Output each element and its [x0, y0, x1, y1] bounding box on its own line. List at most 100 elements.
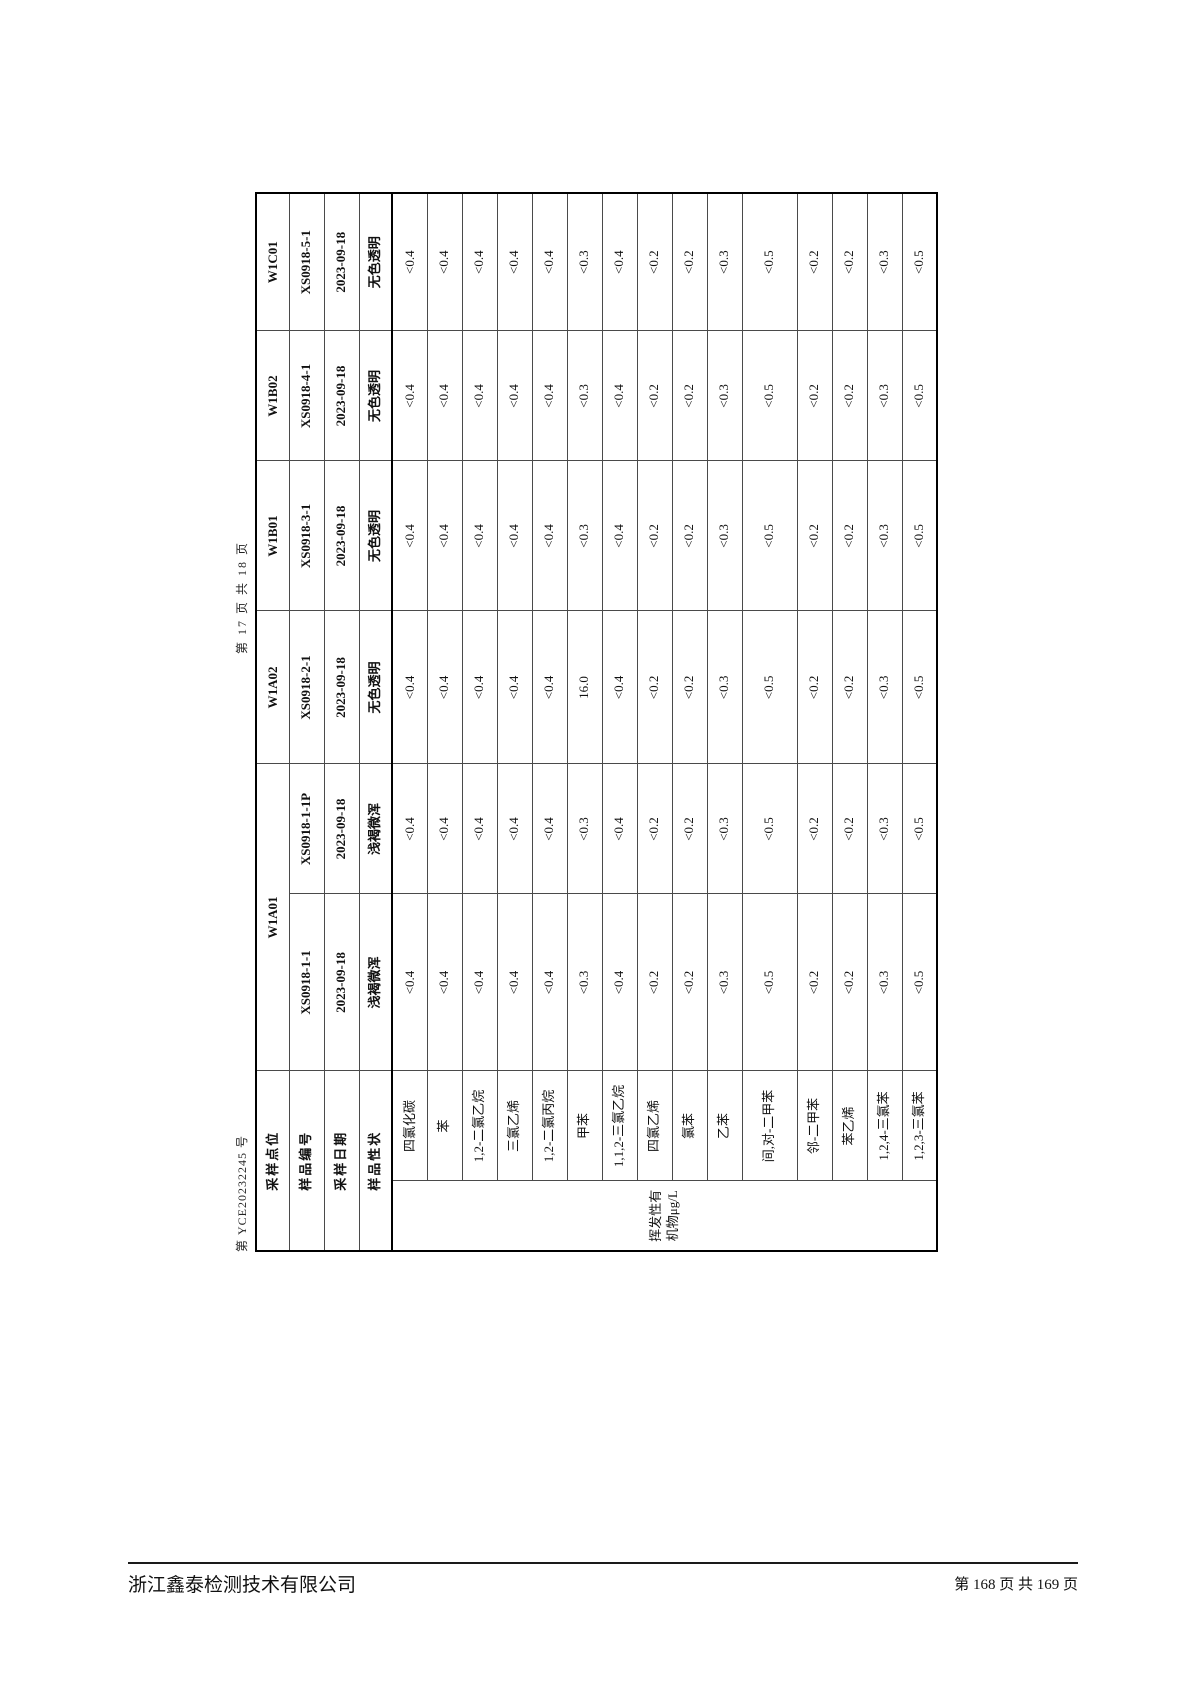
- analyte-value: <0.2: [637, 763, 672, 894]
- analyte-value: <0.4: [497, 610, 532, 764]
- analyte-value: <0.4: [392, 330, 427, 461]
- header-value: XS0918-5-1: [289, 192, 324, 331]
- header-value: W1A02: [256, 610, 289, 764]
- analyte-name: 1,2,3-三氯苯: [902, 1070, 937, 1181]
- analyte-value: <0.2: [637, 192, 672, 331]
- analyte-value: <0.5: [742, 610, 797, 764]
- analyte-name: 苯: [427, 1070, 462, 1181]
- analyte-value: <0.2: [672, 330, 707, 461]
- analyte-value: <0.4: [462, 893, 497, 1071]
- analyte-value: <0.4: [462, 330, 497, 461]
- footer-page-number: 第 168 页 共 169 页: [954, 1577, 1078, 1593]
- analyte-value: <0.3: [867, 763, 902, 894]
- analyte-value: <0.2: [797, 610, 832, 764]
- header-value: W1C01: [256, 192, 289, 331]
- analyte-value: <0.3: [567, 192, 602, 331]
- analyte-row: 间,对-二甲苯 <0.5 <0.5 <0.5 <0.5 <0.5 <0.5: [742, 192, 797, 1251]
- analyte-value: <0.5: [742, 192, 797, 331]
- header-row-1: 样品编号 XS0918-1-1 XS0918-1-1P XS0918-2-1 XS091…: [289, 192, 324, 1251]
- header-row-2: 采样日期 2023-09-18 2023-09-18 2023-09-18 2023-0…: [324, 192, 359, 1251]
- analyte-value: <0.4: [462, 460, 497, 611]
- analyte-value: <0.2: [672, 763, 707, 894]
- analyte-value: <0.4: [392, 460, 427, 611]
- header-label: 样品性状: [359, 1070, 392, 1251]
- analyte-value: <0.2: [832, 610, 867, 764]
- analyte-value: <0.3: [867, 893, 902, 1071]
- analyte-name: 1,2-二氯乙烷: [462, 1070, 497, 1181]
- analyte-value: <0.4: [497, 893, 532, 1071]
- analyte-value: <0.4: [602, 763, 637, 894]
- analyte-value: <0.5: [902, 330, 937, 461]
- analyte-value: <0.3: [867, 610, 902, 764]
- results-table-body: 采样点位 W1A01 W1A02 W1B01 W1B02 W1C01 样品编号 XS0918-…: [256, 192, 937, 1251]
- analyte-row: 甲苯 <0.3 <0.3 16.0 <0.3 <0.3 <0.3: [567, 192, 602, 1251]
- analyte-value: <0.4: [532, 192, 567, 331]
- header-value: W1B01: [256, 460, 289, 611]
- analyte-value: <0.4: [497, 192, 532, 331]
- analyte-value: <0.4: [497, 763, 532, 894]
- analyte-value: <0.3: [707, 893, 742, 1071]
- analyte-value: <0.4: [532, 610, 567, 764]
- analyte-value: <0.4: [602, 460, 637, 611]
- analyte-value: <0.3: [707, 763, 742, 894]
- analyte-value: <0.3: [567, 893, 602, 1071]
- header-value: XS0918-2-1: [289, 610, 324, 764]
- header-value: 无色透明: [359, 330, 392, 461]
- analyte-value: <0.2: [832, 763, 867, 894]
- header-value: XS0918-1-1P: [289, 763, 324, 894]
- analyte-row: 三氯乙烯 <0.4 <0.4 <0.4 <0.4 <0.4 <0.4: [497, 192, 532, 1251]
- header-row-0: 采样点位 W1A01 W1A02 W1B01 W1B02 W1C01: [256, 192, 289, 1251]
- analyte-value: <0.2: [832, 893, 867, 1071]
- analyte-name: 三氯乙烯: [497, 1070, 532, 1181]
- analyte-value: <0.2: [672, 893, 707, 1071]
- analyte-value: <0.3: [567, 330, 602, 461]
- analyte-row: 苯 <0.4 <0.4 <0.4 <0.4 <0.4 <0.4: [427, 192, 462, 1251]
- analyte-row: 1,1,2-三氯乙烷 <0.4 <0.4 <0.4 <0.4 <0.4 <0.4: [602, 192, 637, 1251]
- analyte-value: <0.4: [392, 610, 427, 764]
- header-value: 2023-09-18: [324, 460, 359, 611]
- footer-divider: [128, 1562, 1078, 1564]
- analyte-value: <0.2: [672, 460, 707, 611]
- analyte-row: 氯苯 <0.2 <0.2 <0.2 <0.2 <0.2 <0.2: [672, 192, 707, 1251]
- analyte-name: 四氯化碳: [392, 1070, 427, 1181]
- header-value: XS0918-1-1: [289, 893, 324, 1071]
- analyte-value: <0.4: [462, 610, 497, 764]
- analyte-row: 邻-二甲苯 <0.2 <0.2 <0.2 <0.2 <0.2 <0.2: [797, 192, 832, 1251]
- analyte-name: 氯苯: [672, 1070, 707, 1181]
- analyte-row: 1,2,3-三氯苯 <0.5 <0.5 <0.5 <0.5 <0.5 <0.5: [902, 192, 937, 1251]
- analyte-value: <0.3: [707, 610, 742, 764]
- analyte-value: <0.4: [602, 610, 637, 764]
- header-value: 2023-09-18: [324, 893, 359, 1071]
- analyte-row: 四氯乙烯 <0.2 <0.2 <0.2 <0.2 <0.2 <0.2: [637, 192, 672, 1251]
- analyte-value: <0.2: [797, 460, 832, 611]
- analyte-row: 苯乙烯 <0.2 <0.2 <0.2 <0.2 <0.2 <0.2: [832, 192, 867, 1251]
- header-value: 2023-09-18: [324, 192, 359, 331]
- analyte-value: <0.3: [867, 192, 902, 331]
- analyte-value: <0.5: [742, 763, 797, 894]
- analyte-row: 1,2,4-三氯苯 <0.3 <0.3 <0.3 <0.3 <0.3 <0.3: [867, 192, 902, 1251]
- analyte-value: <0.4: [392, 893, 427, 1071]
- analyte-value: <0.4: [392, 192, 427, 331]
- analyte-name: 甲苯: [567, 1070, 602, 1181]
- header-value: XS0918-3-1: [289, 460, 324, 611]
- analyte-row: 1,2-二氯丙烷 <0.4 <0.4 <0.4 <0.4 <0.4 <0.4: [532, 192, 567, 1251]
- header-value: W1A01: [256, 763, 289, 1071]
- analyte-value: <0.4: [462, 192, 497, 331]
- header-value: 2023-09-18: [324, 763, 359, 894]
- rotated-landscape-content: 第 YCE20232245 号 第 17 页 共 18 页 采样点位 W1A01 W…: [230, 191, 944, 1252]
- analyte-value: <0.3: [867, 460, 902, 611]
- analyte-value: <0.4: [602, 192, 637, 331]
- analyte-value: <0.2: [832, 460, 867, 611]
- analyte-value: <0.2: [637, 330, 672, 461]
- analyte-name: 1,2-二氯丙烷: [532, 1070, 567, 1181]
- header-value: 无色透明: [359, 460, 392, 611]
- analyte-value: <0.5: [902, 610, 937, 764]
- analyte-value: <0.5: [902, 460, 937, 611]
- report-number: 第 YCE20232245 号: [235, 1134, 249, 1252]
- header-value: 无色透明: [359, 192, 392, 331]
- analyte-value: <0.3: [567, 763, 602, 894]
- analyte-value: <0.4: [462, 763, 497, 894]
- analyte-value: 16.0: [567, 610, 602, 764]
- analyte-value: <0.3: [707, 330, 742, 461]
- header-value: 无色透明: [359, 610, 392, 764]
